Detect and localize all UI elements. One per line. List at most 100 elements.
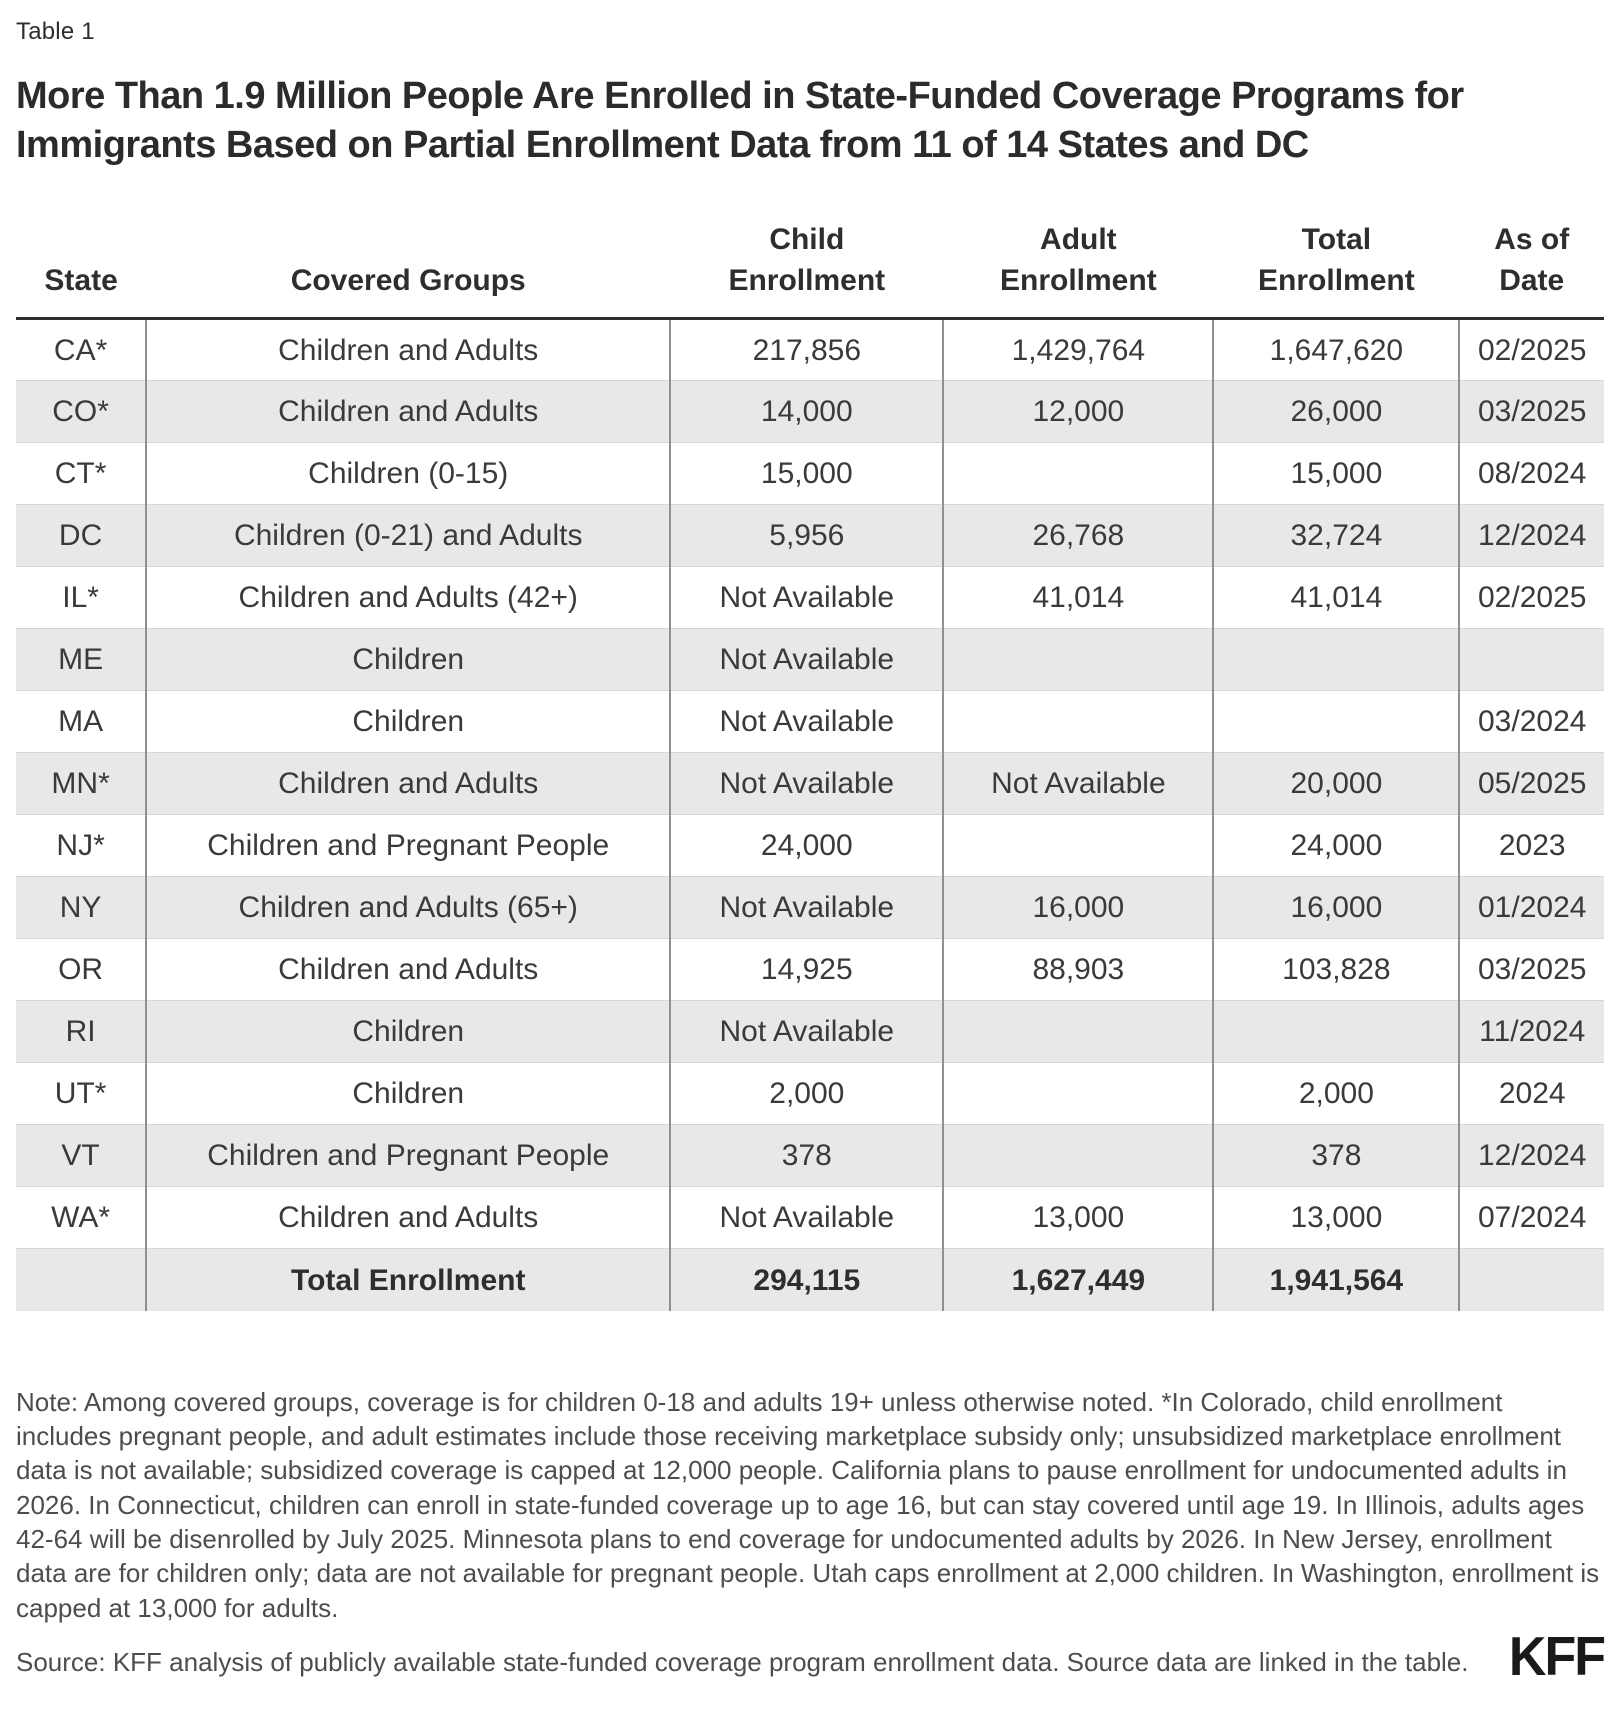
- cell-as-of-date: 08/2024: [1458, 442, 1604, 505]
- cell-total-adult: 1,627,449: [942, 1248, 1214, 1311]
- cell-as-of-date: 01/2024: [1458, 876, 1604, 939]
- cell-covered-groups: Children and Adults (65+): [145, 876, 671, 939]
- cell-total-enrollment: [1212, 690, 1460, 753]
- cell-child-enrollment: 378: [669, 1124, 944, 1187]
- table-footer: Total Enrollment 294,115 1,627,449 1,941…: [16, 1248, 1604, 1311]
- column-header-total-enrollment: Total Enrollment: [1213, 202, 1460, 321]
- cell-child-enrollment: Not Available: [669, 1000, 944, 1063]
- cell-child-enrollment: 217,856: [669, 318, 944, 381]
- table-row: UT* Children 2,000 2,000 2024: [16, 1062, 1604, 1125]
- cell-adult-enrollment: [942, 690, 1214, 753]
- cell-adult-enrollment: 41,014: [942, 566, 1214, 629]
- cell-state: RI: [16, 1000, 147, 1063]
- table-header: State Covered Groups Child Enrollment Ad…: [16, 202, 1604, 321]
- cell-adult-enrollment: 16,000: [942, 876, 1214, 939]
- cell-as-of-date: 2023: [1458, 814, 1604, 877]
- cell-as-of-date: 12/2024: [1458, 1124, 1604, 1187]
- table-row: DC Children (0-21) and Adults 5,956 26,7…: [16, 504, 1604, 567]
- cell-covered-groups: Children: [145, 1062, 671, 1125]
- cell-total-enrollment: [1212, 1000, 1460, 1063]
- cell-as-of-date: 02/2025: [1458, 318, 1604, 381]
- column-header-child-enrollment: Child Enrollment: [670, 202, 944, 321]
- cell-total-enrollment: 2,000: [1212, 1062, 1460, 1125]
- cell-covered-groups: Children and Adults: [145, 318, 671, 381]
- cell-adult-enrollment: [942, 442, 1214, 505]
- cell-adult-enrollment: Not Available: [942, 752, 1214, 815]
- cell-covered-groups: Children and Pregnant People: [145, 1124, 671, 1187]
- cell-total-child: 294,115: [669, 1248, 944, 1311]
- cell-as-of-date: 05/2025: [1458, 752, 1604, 815]
- table-row: CA* Children and Adults 217,856 1,429,76…: [16, 318, 1604, 381]
- cell-as-of-date: 02/2025: [1458, 566, 1604, 629]
- cell-adult-enrollment: [942, 1124, 1214, 1187]
- note-text: Note: Among covered groups, coverage is …: [16, 1386, 1600, 1623]
- kff-logo: KFF: [1508, 1626, 1606, 1688]
- table-row: MN* Children and Adults Not Available No…: [16, 752, 1604, 815]
- cell-child-enrollment: 14,925: [669, 938, 944, 1001]
- cell-total-enrollment: 13,000: [1212, 1186, 1460, 1249]
- cell-total-enrollment: 41,014: [1212, 566, 1460, 629]
- cell-state: MA: [16, 690, 147, 753]
- cell-state: NJ*: [16, 814, 147, 877]
- cell-as-of-date: 2024: [1458, 1062, 1604, 1125]
- cell-state: CO*: [16, 380, 147, 443]
- cell-covered-groups: Children and Adults (42+): [145, 566, 671, 629]
- cell-covered-groups: Children and Adults: [145, 938, 671, 1001]
- cell-state: VT: [16, 1124, 147, 1187]
- cell-child-enrollment: 2,000: [669, 1062, 944, 1125]
- cell-total-enrollment: 26,000: [1212, 380, 1460, 443]
- column-header-covered-groups: Covered Groups: [146, 202, 671, 321]
- cell-as-of-date: 03/2025: [1458, 380, 1604, 443]
- cell-total-enrollment: 32,724: [1212, 504, 1460, 567]
- table-row: CT* Children (0-15) 15,000 15,000 08/202…: [16, 442, 1604, 505]
- cell-as-of-date: 12/2024: [1458, 504, 1604, 567]
- source-text: Source: KFF analysis of publicly availab…: [16, 1646, 1469, 1677]
- cell-covered-groups: Children and Adults: [145, 1186, 671, 1249]
- page-title: More Than 1.9 Million People Are Enrolle…: [16, 75, 1464, 167]
- cell-state: DC: [16, 504, 147, 567]
- cell-total-enrollment: 103,828: [1212, 938, 1460, 1001]
- cell-adult-enrollment: [942, 814, 1214, 877]
- cell-total-enrollment: 24,000: [1212, 814, 1460, 877]
- table-row: VT Children and Pregnant People 378 378 …: [16, 1124, 1604, 1187]
- cell-total-enrollment: 20,000: [1212, 752, 1460, 815]
- cell-covered-groups: Children: [145, 1000, 671, 1063]
- enrollment-table: State Covered Groups Child Enrollment Ad…: [16, 202, 1604, 1311]
- cell-child-enrollment: Not Available: [669, 752, 944, 815]
- table-row: MA Children Not Available 03/2024: [16, 690, 1604, 753]
- cell-total-date: [1458, 1248, 1604, 1311]
- cell-child-enrollment: Not Available: [669, 566, 944, 629]
- header-row: State Covered Groups Child Enrollment Ad…: [16, 202, 1604, 321]
- table-row: WA* Children and Adults Not Available 13…: [16, 1186, 1604, 1249]
- table-row: NJ* Children and Pregnant People 24,000 …: [16, 814, 1604, 877]
- cell-adult-enrollment: 1,429,764: [942, 318, 1214, 381]
- table-row: OR Children and Adults 14,925 88,903 103…: [16, 938, 1604, 1001]
- cell-adult-enrollment: 13,000: [942, 1186, 1214, 1249]
- cell-total-enrollment: [1212, 628, 1460, 691]
- cell-child-enrollment: 24,000: [669, 814, 944, 877]
- cell-covered-groups: Children and Adults: [145, 752, 671, 815]
- cell-total-label: Total Enrollment: [145, 1248, 671, 1311]
- table-row: RI Children Not Available 11/2024: [16, 1000, 1604, 1063]
- cell-state: NY: [16, 876, 147, 939]
- cell-state: ME: [16, 628, 147, 691]
- cell-child-enrollment: Not Available: [669, 628, 944, 691]
- cell-adult-enrollment: 12,000: [942, 380, 1214, 443]
- cell-as-of-date: 03/2025: [1458, 938, 1604, 1001]
- table-row: IL* Children and Adults (42+) Not Availa…: [16, 566, 1604, 629]
- cell-state: OR: [16, 938, 147, 1001]
- cell-state: IL*: [16, 566, 147, 629]
- total-row: Total Enrollment 294,115 1,627,449 1,941…: [16, 1248, 1604, 1311]
- cell-adult-enrollment: [942, 628, 1214, 691]
- cell-child-enrollment: 14,000: [669, 380, 944, 443]
- cell-child-enrollment: Not Available: [669, 1186, 944, 1249]
- cell-state: UT*: [16, 1062, 147, 1125]
- column-header-adult-enrollment: Adult Enrollment: [943, 202, 1214, 321]
- cell-child-enrollment: Not Available: [669, 876, 944, 939]
- cell-total-enrollment: 1,647,620: [1212, 318, 1460, 381]
- cell-as-of-date: 11/2024: [1458, 1000, 1604, 1063]
- table-label: Table 1: [16, 18, 95, 45]
- cell-covered-groups: Children: [145, 690, 671, 753]
- cell-total-enrollment: 15,000: [1212, 442, 1460, 505]
